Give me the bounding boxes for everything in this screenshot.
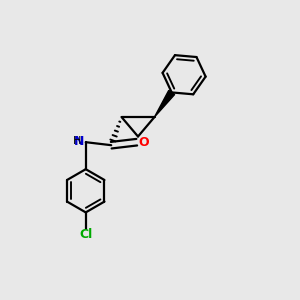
Text: Cl: Cl [79, 228, 92, 241]
Text: N: N [74, 135, 84, 148]
Polygon shape [154, 90, 175, 117]
Text: O: O [138, 136, 149, 149]
Text: H: H [73, 136, 81, 146]
